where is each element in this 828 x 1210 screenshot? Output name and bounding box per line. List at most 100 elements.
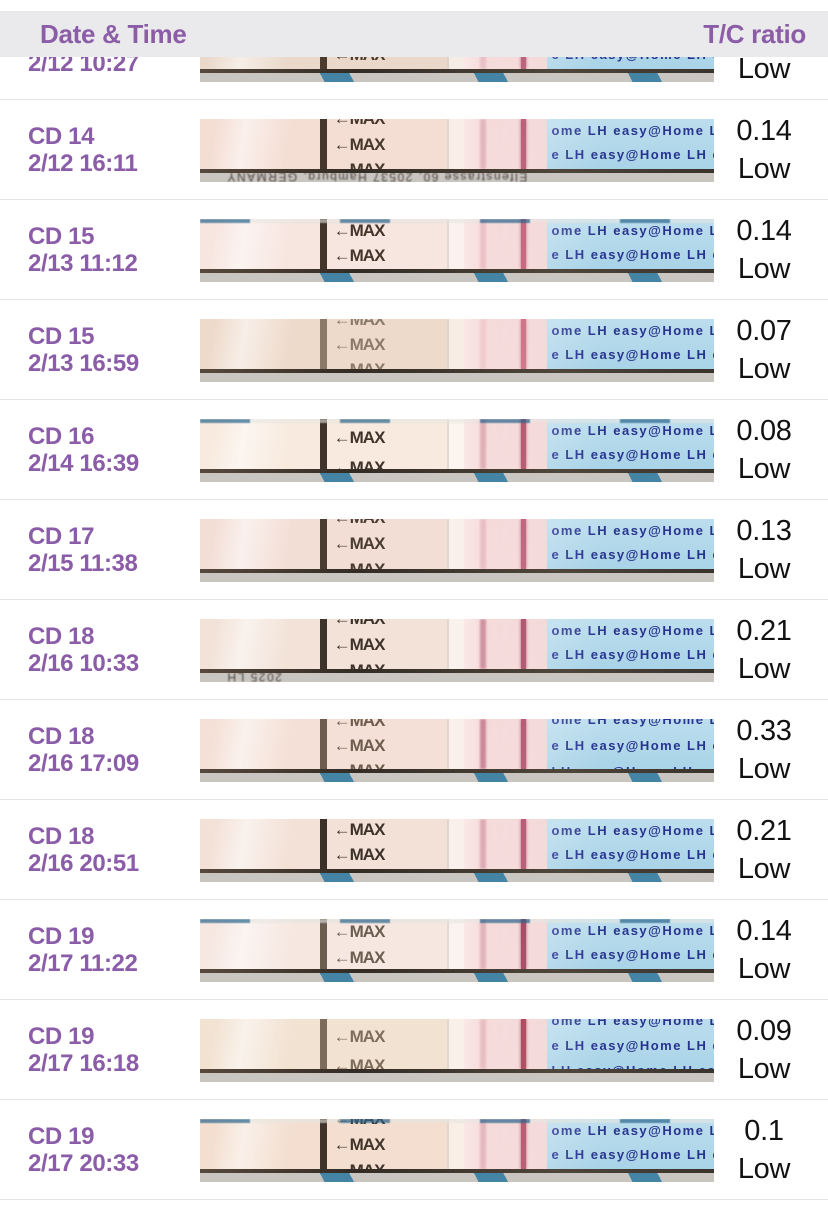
test-result-row[interactable]: CD 14 2/12 16:11 ome LH easy@Home LH eas… xyxy=(0,100,828,200)
control-line xyxy=(520,1119,526,1169)
handle-brand-text: e LH easy@Home LH easy@H xyxy=(551,347,714,362)
strip-result-window xyxy=(464,519,548,569)
test-result-row[interactable]: CD 18 2/16 17:09 ome LH easy@Home LH eas… xyxy=(0,700,828,800)
strip-result-window xyxy=(464,219,548,269)
strip-max-line xyxy=(319,619,327,669)
strip-panel-edge xyxy=(446,819,467,869)
test-line xyxy=(479,519,486,569)
datetime-label: 2/12 16:11 xyxy=(28,149,138,177)
max-arrow-label: ←MAX xyxy=(333,820,386,839)
cycle-day-label: CD 15 xyxy=(28,322,95,350)
test-line xyxy=(479,919,486,969)
tc-ratio-value: 0.21 xyxy=(736,814,792,847)
test-line xyxy=(479,319,486,369)
strip-result-window xyxy=(464,719,548,769)
cycle-day-label: CD 19 xyxy=(28,922,95,950)
max-arrow-label: ←MAX xyxy=(334,762,386,769)
test-result-row[interactable]: CD 16 2/14 16:39 ome LH easy@Home LH eas… xyxy=(0,400,828,500)
cycle-day-label: CD 14 xyxy=(28,122,95,150)
handle-brand-text: ome LH easy@Home LH easy@ xyxy=(551,123,714,138)
test-result-row[interactable]: CD 17 2/15 11:38 ome LH easy@Home LH eas… xyxy=(0,500,828,600)
strip-bottom-edge xyxy=(200,269,714,273)
test-line xyxy=(479,719,486,769)
test-strip-photo: ome LH easy@Home LH easy@ e LH easy@Home … xyxy=(200,419,714,482)
handle-brand-text: e LH easy@Home LH easy@H xyxy=(551,147,714,162)
strip-panel-edge xyxy=(446,719,467,769)
adjacent-tape-sliver xyxy=(200,919,714,923)
strip-result-window xyxy=(464,819,548,869)
max-arrow-label: ←MAX xyxy=(333,335,386,354)
handle-brand-text: ome LH easy@Home LH easy@ xyxy=(551,1019,714,1028)
ratio-column: 0.14 Low xyxy=(714,100,828,199)
control-line xyxy=(520,119,526,169)
cycle-day-label: CD 18 xyxy=(28,822,95,850)
result-status-label: Low xyxy=(737,552,791,585)
cycle-day-label: CD 17 xyxy=(28,522,95,550)
strip-bottom-edge xyxy=(200,369,714,373)
result-status-label: Low xyxy=(737,852,791,885)
table-background xyxy=(200,273,714,282)
row-date-block: CD 19 2/17 16:18 xyxy=(28,1023,139,1077)
strip-surface: ome LH easy@Home LH easy@ e LH easy@Home … xyxy=(200,619,714,669)
strip-surface: ome LH easy@Home LH easy@ e LH easy@Home … xyxy=(200,819,714,869)
strip-panel-edge xyxy=(446,419,467,469)
table-background xyxy=(200,973,714,982)
test-result-row[interactable]: CD 18 2/16 20:51 ome LH easy@Home LH eas… xyxy=(0,800,828,900)
datetime-label: 2/17 16:18 xyxy=(28,1049,139,1077)
control-line xyxy=(520,1019,526,1069)
ratio-column: 0.07 Low xyxy=(714,300,828,399)
test-result-row[interactable]: CD 19 2/17 16:18 ome LH easy@Home LH eas… xyxy=(0,1000,828,1100)
max-arrow-label: ←MAX xyxy=(333,948,386,967)
strip-bottom-edge xyxy=(200,869,714,873)
strip-bottom-edge xyxy=(200,769,714,773)
test-result-row[interactable]: CD 18 2/16 10:33 ome LH easy@Home LH eas… xyxy=(0,600,828,700)
tc-ratio-value: 0.1 xyxy=(744,1114,784,1147)
test-result-row[interactable]: CD 15 2/13 11:12 ome LH easy@Home LH eas… xyxy=(0,200,828,300)
table-background: Elfenstrasse 60, 20537 Hamburg, GERMANY xyxy=(200,173,714,182)
strip-handle: ome LH easy@Home LH easy@ e LH easy@Home … xyxy=(547,119,714,169)
row-date-block: CD 18 2/16 17:09 xyxy=(28,723,139,777)
max-arrow-label: ←MAX xyxy=(334,619,386,627)
row-date-block: CD 18 2/16 20:51 xyxy=(28,823,139,877)
max-arrow-label: ←MAX xyxy=(333,246,386,265)
control-line xyxy=(520,719,526,769)
strip-handle: ome LH easy@Home LH easy@ e LH easy@Home … xyxy=(547,219,714,269)
test-result-row[interactable]: CD 15 2/13 16:59 ome LH easy@Home LH eas… xyxy=(0,300,828,400)
strip-max-line xyxy=(319,119,327,169)
cycle-day-label: CD 18 xyxy=(28,622,95,650)
row-date-block: CD 18 2/16 10:33 xyxy=(28,623,139,677)
tc-ratio-value: 0.07 xyxy=(736,314,792,347)
tc-ratio-value: 0.13 xyxy=(736,514,792,547)
table-background xyxy=(200,773,714,782)
row-date-block: CD 16 2/14 16:39 xyxy=(28,423,139,477)
strip-handle: ome LH easy@Home LH easy@ e LH easy@Home … xyxy=(547,1019,714,1069)
ratio-column: 0.14 Low xyxy=(714,900,828,999)
strip-bottom-edge xyxy=(200,969,714,973)
datetime-label: 2/17 11:22 xyxy=(28,949,138,977)
test-result-row[interactable]: CD 19 2/17 11:22 ome LH easy@Home LH eas… xyxy=(0,900,828,1000)
control-line xyxy=(520,519,526,569)
strip-bottom-edge xyxy=(200,1169,714,1173)
test-result-row[interactable]: CD 19 2/17 20:33 ome LH easy@Home LH eas… xyxy=(0,1100,828,1200)
test-line xyxy=(479,219,486,269)
test-strip-photo: ome LH easy@Home LH easy@ e LH easy@Home … xyxy=(200,119,714,182)
result-status-label: Low xyxy=(737,152,791,185)
strip-handle: ome LH easy@Home LH easy@ e LH easy@Home … xyxy=(547,819,714,869)
datetime-label: 2/16 20:51 xyxy=(28,849,139,877)
max-arrow-label: ←MAX xyxy=(333,736,386,755)
strip-handle: ome LH easy@Home LH easy@ e LH easy@Home … xyxy=(547,319,714,369)
strip-surface: ome LH easy@Home LH easy@ e LH easy@Home … xyxy=(200,319,714,369)
table-background xyxy=(200,1073,714,1082)
handle-brand-text: ome LH easy@Home LH easy@ xyxy=(551,423,714,438)
result-status-label: Low xyxy=(737,252,791,285)
strip-surface: ome LH easy@Home LH easy@ e LH easy@Home … xyxy=(200,1119,714,1169)
handle-brand-text: ome LH easy@Home LH easy@ xyxy=(551,923,714,938)
printed-text-smudge: Elfenstrasse 60, 20537 Hamburg, GERMANY xyxy=(225,173,527,182)
strip-panel-edge xyxy=(446,1019,467,1069)
cycle-day-label: CD 18 xyxy=(28,722,95,750)
test-line xyxy=(479,619,486,669)
strip-surface: ome LH easy@Home LH easy@ e LH easy@Home … xyxy=(200,719,714,769)
strip-result-window xyxy=(464,1119,548,1169)
max-arrow-label: ←MAX xyxy=(333,319,386,329)
